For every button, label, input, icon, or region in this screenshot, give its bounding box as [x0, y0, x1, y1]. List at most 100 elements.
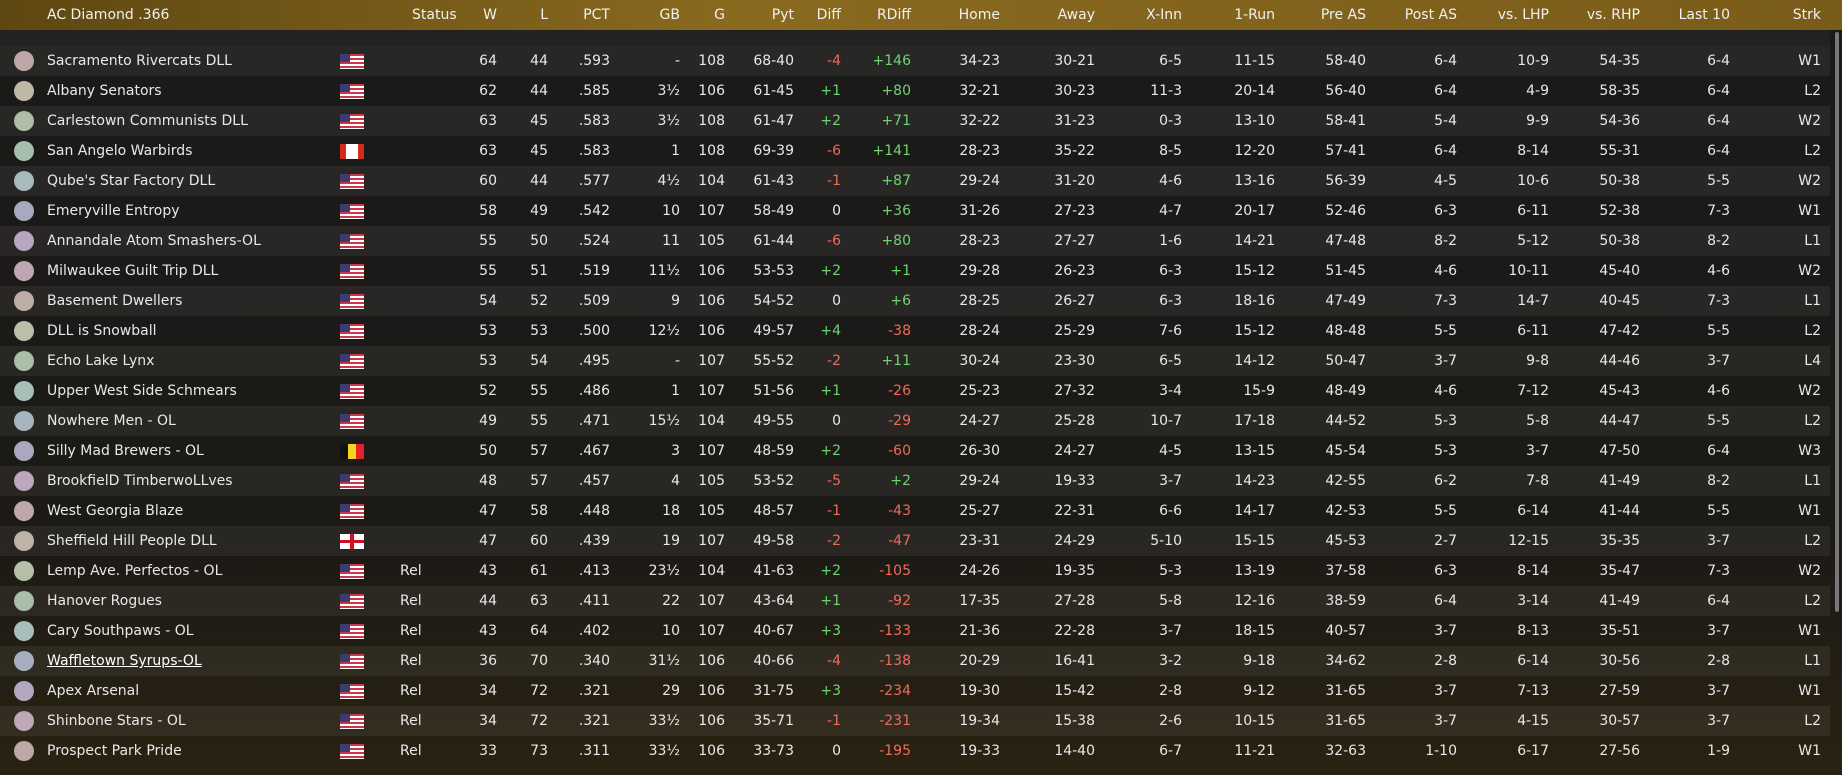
- table-row[interactable]: Qube's Star Factory DLL 60 44 .577 4½ 104 61-4…: [0, 166, 1830, 196]
- country-flag: [340, 744, 364, 759]
- table-row[interactable]: Sheffield Hill People DLL 47 60 .439 19 107 49…: [0, 526, 1830, 556]
- stat-cell: 48: [479, 473, 497, 489]
- stat-cell: 47-48: [1325, 233, 1366, 249]
- table-row[interactable]: Upper West Side Schmears 52 55 .486 1 107 51-5…: [0, 376, 1830, 406]
- header-cell[interactable]: Post AS: [1404, 7, 1457, 23]
- stat-cell: 6-11: [1517, 203, 1549, 219]
- header-cell[interactable]: GB: [659, 7, 680, 23]
- stat-cell: 10-9: [1517, 53, 1549, 69]
- team-name[interactable]: BrookfielD TimberwoLLves: [47, 473, 233, 489]
- header-cell[interactable]: Last 10: [1678, 7, 1730, 23]
- table-row[interactable]: Hanover Rogues Rel 44 63 .411 22 107 43-64 +1 -92…: [0, 586, 1830, 616]
- team-name[interactable]: Upper West Side Schmears: [47, 383, 237, 399]
- table-row[interactable]: Sacramento Rivercats DLL 64 44 .593 - 108 68-4…: [0, 46, 1830, 76]
- team-name[interactable]: Sacramento Rivercats DLL: [47, 53, 232, 69]
- stat-cell: 6-17: [1517, 743, 1549, 759]
- team-name[interactable]: DLL is Snowball: [47, 323, 157, 339]
- team-name[interactable]: San Angelo Warbirds: [47, 143, 193, 159]
- country-flag: [340, 264, 364, 279]
- team-name[interactable]: Nowhere Men - OL: [47, 413, 176, 429]
- header-cell[interactable]: AC Diamond .366: [47, 7, 170, 23]
- stat-cell: L2: [1804, 593, 1821, 609]
- table-row[interactable]: DLL is Snowball 53 53 .500 12½ 106 49-57 +4 -38 2…: [0, 316, 1830, 346]
- header-cell[interactable]: Diff: [816, 7, 841, 23]
- stat-cell: 24-29: [1054, 533, 1095, 549]
- team-name[interactable]: West Georgia Blaze: [47, 503, 184, 519]
- table-row[interactable]: West Georgia Blaze 47 58 .448 18 105 48-57 -1 -4…: [0, 496, 1830, 526]
- table-row[interactable]: Milwaukee Guilt Trip DLL 55 51 .519 11½ 106 53…: [0, 256, 1830, 286]
- team-name[interactable]: Prospect Park Pride: [47, 743, 182, 759]
- team-name[interactable]: Apex Arsenal: [47, 683, 140, 699]
- table-row[interactable]: San Angelo Warbirds 63 45 .583 1 108 69-39 -6 +1…: [0, 136, 1830, 166]
- team-name[interactable]: Shinbone Stars - OL: [47, 713, 186, 729]
- team-name[interactable]: Qube's Star Factory DLL: [47, 173, 216, 189]
- header-cell[interactable]: PCT: [583, 7, 610, 23]
- stat-cell: 57: [530, 443, 548, 459]
- header-cell[interactable]: vs. LHP: [1497, 7, 1549, 23]
- table-row[interactable]: BrookfielD TimberwoLLves 48 57 .457 4 105 53-5…: [0, 466, 1830, 496]
- stat-cell: 15-9: [1243, 383, 1275, 399]
- team-name[interactable]: Milwaukee Guilt Trip DLL: [47, 263, 219, 279]
- header-cell[interactable]: G: [714, 7, 725, 23]
- flag-canton: [340, 84, 350, 92]
- header-cell[interactable]: Home: [958, 7, 1000, 23]
- header-cell[interactable]: Strk: [1792, 7, 1821, 23]
- header-cell[interactable]: W: [483, 7, 497, 23]
- team-name[interactable]: Carlestown Communists DLL: [47, 113, 248, 129]
- table-row[interactable]: Emeryville Entropy 58 49 .542 10 107 58-49 0 +36…: [0, 196, 1830, 226]
- stat-cell: 52-38: [1599, 203, 1640, 219]
- table-row[interactable]: Carlestown Communists DLL 63 45 .583 3½ 108 61…: [0, 106, 1830, 136]
- table-row[interactable]: Echo Lake Lynx 53 54 .495 - 107 55-52 -2 +11 30-2…: [0, 346, 1830, 376]
- stat-cell: 8-2: [1707, 473, 1730, 489]
- stat-cell: 28-24: [959, 323, 1000, 339]
- team-name[interactable]: Albany Senators: [47, 83, 162, 99]
- stat-cell: 3-7: [1159, 473, 1182, 489]
- stat-cell: 22-28: [1054, 623, 1095, 639]
- table-row[interactable]: Cary Southpaws - OL Rel 43 64 .402 10 107 40-67…: [0, 616, 1830, 646]
- stat-cell: L2: [1804, 83, 1821, 99]
- table-row[interactable]: Nowhere Men - OL 49 55 .471 15½ 104 49-55 0 -29 2…: [0, 406, 1830, 436]
- scrollbar[interactable]: [1835, 32, 1839, 612]
- header-cell[interactable]: vs. RHP: [1586, 7, 1640, 23]
- table-row[interactable]: Basement Dwellers 54 52 .509 9 106 54-52 0 +6 28-…: [0, 286, 1830, 316]
- stat-cell: +2: [820, 113, 841, 129]
- table-row[interactable]: Shinbone Stars - OL Rel 34 72 .321 33½ 106 35-7…: [0, 706, 1830, 736]
- team-name[interactable]: Silly Mad Brewers - OL: [47, 443, 204, 459]
- header-cell[interactable]: RDiff: [876, 7, 911, 23]
- team-name[interactable]: Basement Dwellers: [47, 293, 183, 309]
- table-row[interactable]: Waffletown Syrups-OL Rel 36 70 .340 31½ 106 40-…: [0, 646, 1830, 676]
- stat-cell: 17-35: [959, 593, 1000, 609]
- team-name[interactable]: Cary Southpaws - OL: [47, 623, 194, 639]
- header-cell[interactable]: Pyt: [771, 7, 794, 23]
- stat-cell: 104: [698, 413, 725, 429]
- team-logo: [14, 171, 34, 191]
- table-row[interactable]: Annandale Atom Smashers-OL 55 50 .524 11 105 6…: [0, 226, 1830, 256]
- stat-cell: 29-24: [959, 473, 1000, 489]
- table-row[interactable]: Apex Arsenal Rel 34 72 .321 29 106 31-75 +3 -234 1…: [0, 676, 1830, 706]
- team-name[interactable]: Echo Lake Lynx: [47, 353, 155, 369]
- header-cell[interactable]: 1-Run: [1234, 7, 1275, 23]
- flag-canton: [340, 234, 350, 242]
- team-name[interactable]: Emeryville Entropy: [47, 203, 180, 219]
- table-row[interactable]: Prospect Park Pride Rel 33 73 .311 33½ 106 33-7…: [0, 736, 1830, 766]
- header-cell[interactable]: Away: [1057, 7, 1095, 23]
- team-name[interactable]: Annandale Atom Smashers-OL: [47, 233, 261, 249]
- team-name[interactable]: Lemp Ave. Perfectos - OL: [47, 563, 223, 579]
- header-cell[interactable]: Pre AS: [1320, 7, 1366, 23]
- table-row[interactable]: Albany Senators 62 44 .585 3½ 106 61-45 +1 +80 32…: [0, 76, 1830, 106]
- team-name[interactable]: Sheffield Hill People DLL: [47, 533, 217, 549]
- team-name[interactable]: Waffletown Syrups-OL: [47, 653, 202, 669]
- stat-cell: +87: [881, 173, 911, 189]
- team-name[interactable]: Hanover Rogues: [47, 593, 162, 609]
- stat-cell: 11-21: [1234, 743, 1275, 759]
- header-cell[interactable]: Status: [412, 7, 457, 23]
- stat-cell: 3: [671, 443, 680, 459]
- stat-cell: 3-7: [1526, 443, 1549, 459]
- header-cell[interactable]: X-Inn: [1146, 7, 1182, 23]
- stat-cell: 52: [479, 383, 497, 399]
- header-cell[interactable]: L: [540, 7, 548, 23]
- table-row[interactable]: Silly Mad Brewers - OL 50 57 .467 3 107 48-59 +…: [0, 436, 1830, 466]
- country-flag: [340, 54, 364, 69]
- table-row[interactable]: Lemp Ave. Perfectos - OL Rel 43 61 .413 23½ 10…: [0, 556, 1830, 586]
